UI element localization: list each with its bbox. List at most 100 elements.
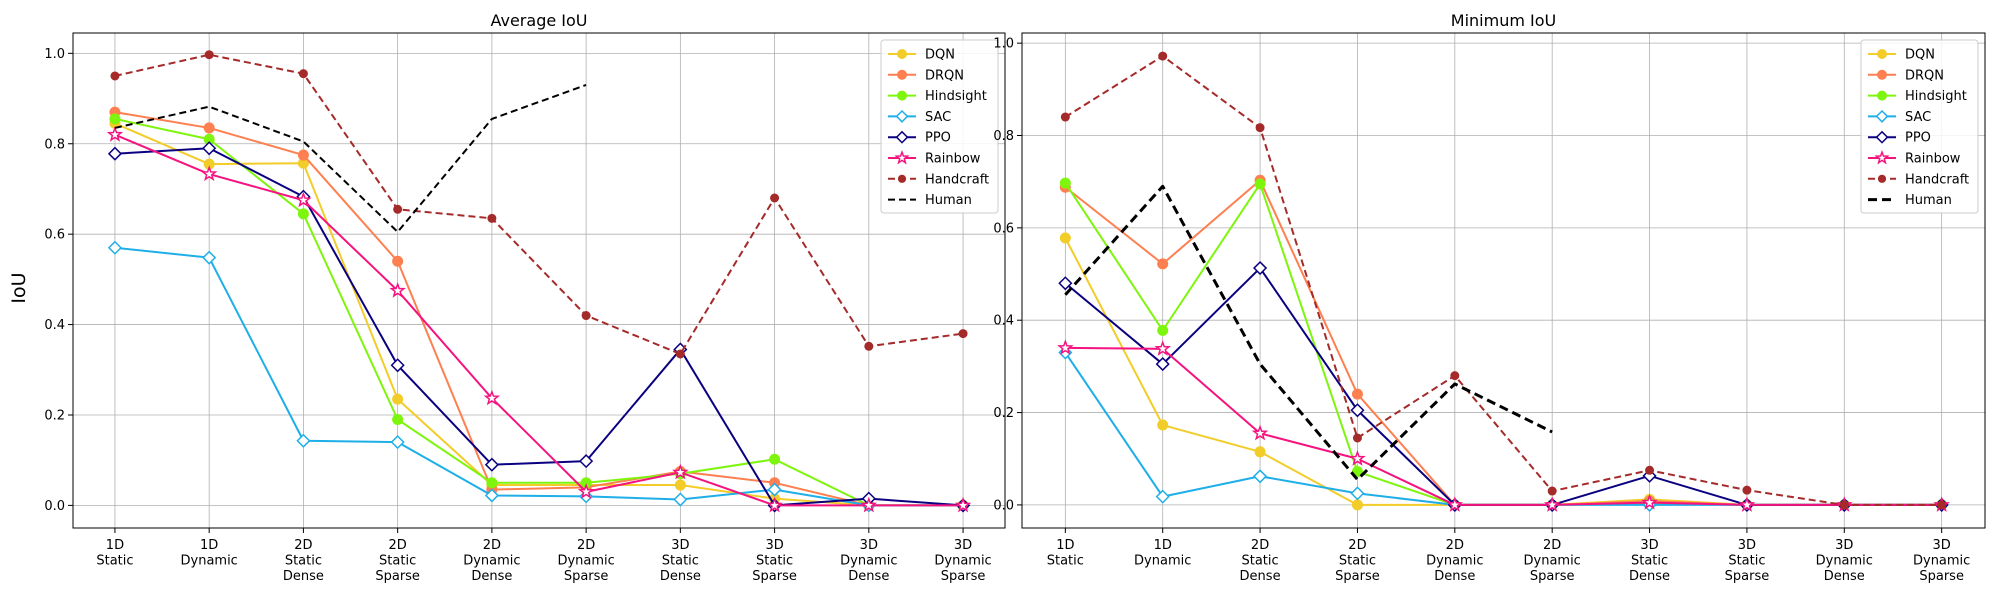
data-point-hindsight (1254, 178, 1266, 190)
x-tick-label: 3D Dynamic Sparse (934, 538, 991, 584)
legend-label: Handcraft (925, 172, 989, 187)
legend-label: DRQN (925, 68, 964, 83)
data-point-handcraft (1255, 123, 1265, 133)
legend-entry-hindsight: Hindsight (888, 89, 987, 104)
x-tick-label-line: Sparse (1725, 569, 1770, 584)
data-point-rainbow (1543, 496, 1561, 512)
series-line-drqn (1064, 179, 1942, 506)
x-tick-label-line: Dense (1434, 569, 1475, 584)
x-tick-label-line: Dense (283, 569, 324, 584)
x-tick-label-line: Static (1631, 554, 1668, 569)
legend-swatch-marker (1874, 149, 1890, 165)
x-tick-label-line: Dense (471, 569, 512, 584)
x-tick-label-line: 2D (389, 538, 407, 553)
legend-entry-ppo: PPO (888, 131, 951, 146)
series-line-hindsight (1064, 182, 1942, 506)
series-sac (107, 240, 971, 513)
x-tick-label-line: Sparse (375, 569, 420, 584)
x-tick-label-line: Static (1047, 554, 1084, 569)
data-point-handcraft (1060, 112, 1070, 122)
x-tick-label-line: Dense (1240, 569, 1281, 584)
x-tick-label-line: Static (1241, 554, 1278, 569)
data-point-handcraft (393, 204, 403, 214)
x-tick-label-line: 3D (860, 538, 878, 553)
legend-entry-rainbow: Rainbow (888, 149, 981, 167)
series-ppo (107, 141, 971, 513)
data-point-rainbow (295, 191, 312, 208)
data-point-dqn (674, 479, 686, 491)
legend: DQN DRQN Hindsight SAC PPO Rainbow Handcraft Hu… (1860, 39, 1979, 214)
x-tick-label-line: Dynamic (1426, 554, 1483, 569)
x-tick-label-line: Static (285, 554, 322, 569)
x-tick-label-line: Dynamic (463, 554, 520, 569)
chart-title: Minimum IoU (1451, 11, 1556, 30)
legend-entry-sac: SAC (888, 110, 951, 125)
data-point-rainbow (954, 496, 972, 513)
x-tick-label-line: Dynamic (1816, 554, 1873, 569)
data-point-ppo (484, 457, 499, 472)
x-tick-label-line: Sparse (1335, 569, 1380, 584)
x-tick-label-line: 1D (106, 538, 124, 553)
data-point-drqn (297, 149, 309, 161)
legend-entry-drqn: DRQN (1868, 68, 1944, 83)
x-tick-label-line: 3D (954, 538, 972, 553)
x-tick-label-line: Dynamic (1913, 554, 1970, 569)
data-point-hindsight (1157, 324, 1169, 336)
legend-label: SAC (925, 110, 951, 125)
data-point-rainbow (1349, 450, 1366, 466)
legend-entry-human: Human (1868, 193, 1952, 208)
x-tick-label-line: 2D (1348, 538, 1366, 553)
data-point-rainbow (766, 496, 783, 513)
legend-swatch-marker (894, 149, 910, 165)
y-tick-label: 0.4 (993, 314, 1014, 329)
x-tick-label: 2D Static Sparse (1335, 538, 1380, 584)
legend-swatch-marker (895, 109, 909, 123)
legend-label: DQN (1905, 48, 1935, 63)
data-point-handcraft (1937, 500, 1947, 510)
y-tick-label: 0.2 (44, 408, 65, 423)
legend-label: Handcraft (1905, 172, 1969, 187)
data-point-rainbow (389, 281, 406, 298)
legend-label: PPO (925, 131, 951, 146)
legend-label: DRQN (1905, 68, 1944, 83)
series-line-ppo (1064, 267, 1942, 506)
x-tick-label-line: Dynamic (840, 554, 897, 569)
x-tick-label-line: Dynamic (1524, 554, 1581, 569)
data-point-rainbow (106, 126, 124, 142)
series-ppo (1058, 260, 1949, 512)
data-point-dqn (1351, 499, 1363, 511)
data-point-rainbow (860, 496, 878, 513)
legend-box (880, 39, 999, 214)
series-drqn (109, 106, 969, 511)
data-point-handcraft (110, 71, 120, 81)
chart-title: Average IoU (490, 11, 587, 30)
x-tick-label-line: Dynamic (181, 554, 238, 569)
data-point-ppo (390, 358, 405, 373)
x-tick-label: 1D Dynamic (181, 538, 238, 569)
data-point-rainbow (1738, 496, 1756, 512)
x-tick-label: 1D Static (96, 538, 133, 569)
data-point-handcraft (487, 213, 497, 223)
data-point-handcraft (298, 69, 308, 79)
legend-swatch-marker (1875, 109, 1889, 123)
data-point-drqn (203, 122, 215, 134)
legend-entry-hindsight: Hindsight (1868, 89, 1967, 104)
legend-swatch-marker (897, 69, 907, 80)
legend-entry-dqn: DQN (1868, 48, 1935, 63)
x-tick-label-line: Static (1728, 554, 1765, 569)
legend-swatch-marker (1877, 174, 1887, 183)
x-tick-label: 3D Static Dense (660, 538, 701, 584)
data-point-ppo (1253, 260, 1268, 276)
data-point-drqn (1351, 388, 1363, 400)
y-tick-label: 1.0 (44, 47, 65, 62)
x-tick-label-line: 3D (1738, 538, 1756, 553)
x-tick-label: 2D Static Dense (1240, 538, 1281, 584)
legend-label: Hindsight (1905, 89, 1967, 104)
legend-label: SAC (1905, 110, 1931, 125)
data-point-rainbow (1641, 493, 1658, 510)
legend-entry-handcraft: Handcraft (1868, 172, 1969, 187)
data-point-hindsight (769, 453, 781, 465)
x-tick-label: 2D Dynamic Dense (1426, 538, 1483, 584)
data-point-handcraft (1158, 51, 1168, 61)
